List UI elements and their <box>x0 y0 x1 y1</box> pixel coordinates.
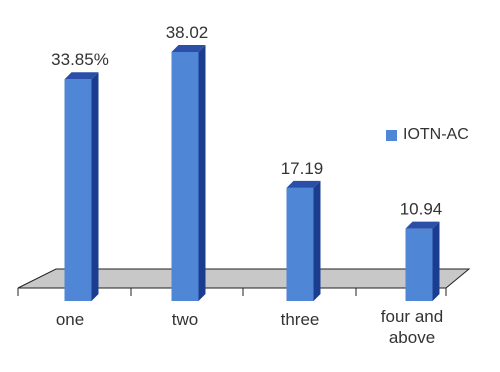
bar-front <box>405 228 433 301</box>
bar <box>171 45 206 301</box>
legend: IOTN-AC <box>386 126 469 144</box>
data-label: 10.94 <box>400 200 443 219</box>
category-label: two <box>172 310 198 329</box>
bar-top <box>405 221 440 229</box>
legend-label: IOTN-AC <box>403 126 469 143</box>
bar-top <box>171 45 206 52</box>
category-label: three <box>281 310 320 329</box>
bar <box>64 72 99 301</box>
category-label: four and above <box>381 307 443 347</box>
bar-side <box>313 180 321 301</box>
data-label: 38.02 <box>166 23 209 42</box>
bar-side <box>198 45 206 301</box>
bar <box>286 180 321 301</box>
category-label: one <box>56 310 84 329</box>
data-labels: 33.85% 38.02 17.19 10.94 <box>51 23 442 219</box>
bar-top <box>286 180 321 188</box>
bar <box>405 221 440 301</box>
bar-side <box>432 221 440 301</box>
bar-side <box>91 72 99 301</box>
bar-front <box>64 79 92 301</box>
bar-front <box>286 187 314 301</box>
data-label: 17.19 <box>281 159 324 178</box>
bar-front <box>171 52 199 301</box>
bar-top <box>64 72 99 80</box>
bars <box>64 45 440 301</box>
legend-swatch <box>386 129 397 141</box>
category-labels: one two three four and above <box>56 307 443 347</box>
data-label: 33.85% <box>51 50 109 69</box>
